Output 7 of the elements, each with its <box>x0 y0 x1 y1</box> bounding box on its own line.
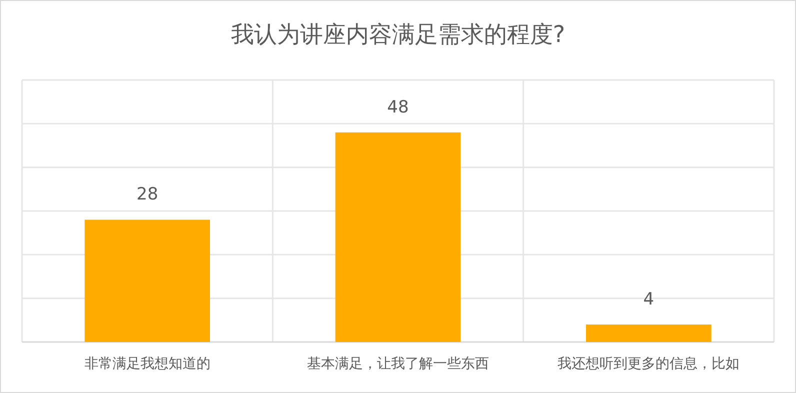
data-label: 28 <box>136 184 158 205</box>
data-label: 4 <box>643 290 654 310</box>
x-tick-label: 基本满足，让我了解一些东西 <box>307 356 489 372</box>
x-tick-label: 我还想听到更多的信息，比如 <box>558 356 740 372</box>
chart-title: 我认为讲座内容满足需求的程度? <box>230 22 566 48</box>
data-label: 48 <box>387 97 409 118</box>
x-tick-label: 非常满足我想知道的 <box>84 356 210 372</box>
